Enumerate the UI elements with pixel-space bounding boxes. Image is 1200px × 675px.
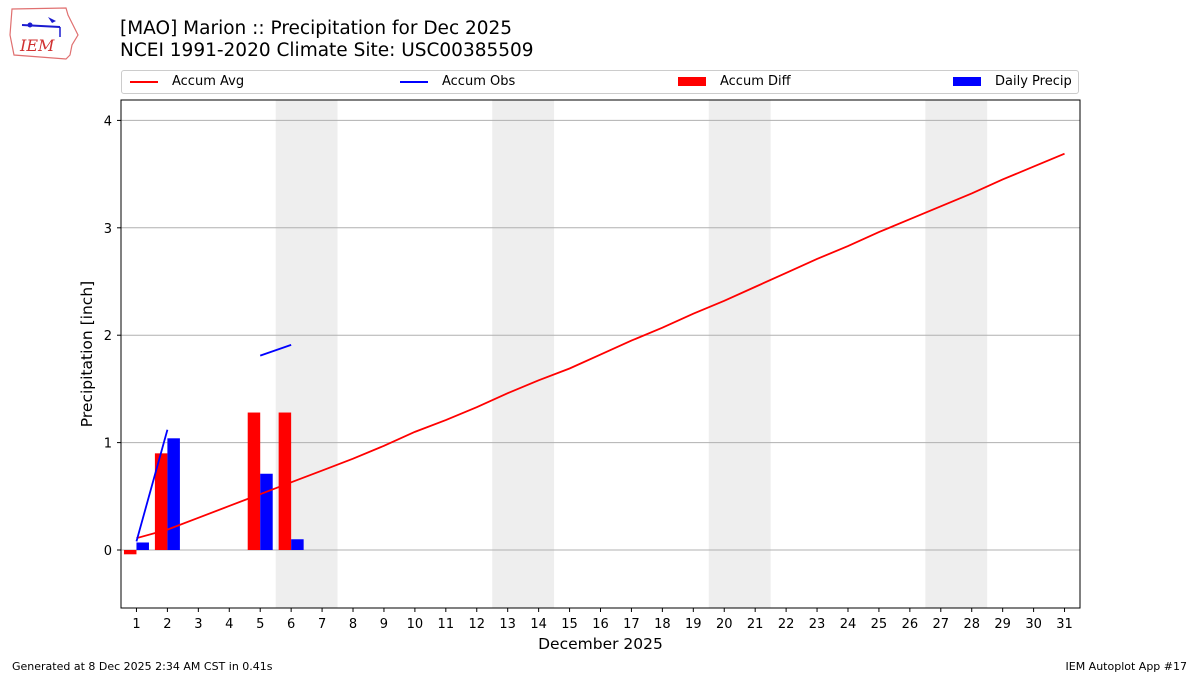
x-tick-label: 1 xyxy=(132,617,140,632)
bar-swatch-icon xyxy=(678,77,706,86)
x-tick-label: 27 xyxy=(933,617,950,632)
accum-obs-line xyxy=(135,429,169,542)
accum-diff-bar xyxy=(278,412,292,551)
x-tick-label: 22 xyxy=(778,617,795,632)
x-tick-label: 26 xyxy=(902,617,919,632)
accum-diff-bar xyxy=(154,453,168,551)
legend-daily-precip: Daily Precip xyxy=(953,74,1072,89)
title-line-1: [MAO] Marion :: Precipitation for Dec 20… xyxy=(120,18,513,39)
y-axis-label: Precipitation [inch] xyxy=(78,281,96,427)
daily-precip-bar xyxy=(260,473,273,551)
daily-precip-bar xyxy=(136,542,149,551)
bar-swatch-icon xyxy=(953,77,981,86)
svg-text:IEM: IEM xyxy=(19,36,55,55)
weekend-band xyxy=(708,100,771,608)
x-tick-label: 5 xyxy=(256,617,264,632)
daily-precip-bar xyxy=(167,438,180,551)
legend-accum-obs: Accum Obs xyxy=(400,74,515,89)
x-tick-label: 8 xyxy=(349,617,357,632)
x-tick-label: 18 xyxy=(654,617,671,632)
legend-accum-diff: Accum Diff xyxy=(678,74,791,89)
x-tick-label: 23 xyxy=(809,617,826,632)
accum-avg-line xyxy=(136,152,1065,540)
x-tick-label: 11 xyxy=(438,617,455,632)
x-tick-label: 12 xyxy=(468,617,485,632)
x-tick-label: 29 xyxy=(994,617,1011,632)
x-tick-label: 30 xyxy=(1025,617,1042,632)
line-swatch-icon xyxy=(130,80,158,83)
app-label: IEM Autoplot App #17 xyxy=(1065,660,1188,673)
x-tick-label: 17 xyxy=(623,617,640,632)
x-tick-label: 19 xyxy=(685,617,702,632)
y-tick-label: 1 xyxy=(104,437,112,452)
x-tick-label: 7 xyxy=(318,617,326,632)
daily-precip-bar xyxy=(291,539,304,551)
accum-diff-bar xyxy=(247,412,261,551)
x-tick-label: 28 xyxy=(963,617,980,632)
x-tick-label: 25 xyxy=(871,617,888,632)
weekend-band xyxy=(492,100,555,608)
accum-obs-line xyxy=(259,344,292,357)
x-tick-label: 10 xyxy=(407,617,424,632)
y-tick-label: 2 xyxy=(104,329,112,344)
x-tick-label: 9 xyxy=(380,617,388,632)
legend-accum-avg: Accum Avg xyxy=(130,74,244,89)
y-tick-label: 4 xyxy=(104,114,112,129)
x-tick-label: 13 xyxy=(499,617,516,632)
x-axis-label: December 2025 xyxy=(538,635,663,653)
y-tick-label: 0 xyxy=(104,544,112,559)
x-tick-label: 31 xyxy=(1056,617,1073,632)
x-tick-label: 24 xyxy=(840,617,857,632)
title-line-2: NCEI 1991-2020 Climate Site: USC00385509 xyxy=(120,40,534,61)
x-tick-label: 6 xyxy=(287,617,295,632)
x-tick-label: 20 xyxy=(716,617,733,632)
x-tick-label: 3 xyxy=(194,617,202,632)
x-tick-label: 16 xyxy=(592,617,609,632)
line-swatch-icon xyxy=(400,80,428,83)
weekend-band xyxy=(925,100,988,608)
x-tick-label: 15 xyxy=(561,617,578,632)
x-tick-label: 14 xyxy=(530,617,547,632)
x-tick-label: 2 xyxy=(163,617,171,632)
x-tick-label: 4 xyxy=(225,617,233,632)
y-tick-label: 3 xyxy=(104,222,112,237)
chart-title: [MAO] Marion :: Precipitation for Dec 20… xyxy=(120,18,534,62)
iem-logo: IEM xyxy=(9,7,79,60)
legend: Accum Avg Accum Obs Accum Diff Daily Pre… xyxy=(121,70,1079,94)
x-tick-label: 21 xyxy=(747,617,764,632)
generated-note: Generated at 8 Dec 2025 2:34 AM CST in 0… xyxy=(12,660,273,673)
accum-diff-bar xyxy=(123,550,137,555)
